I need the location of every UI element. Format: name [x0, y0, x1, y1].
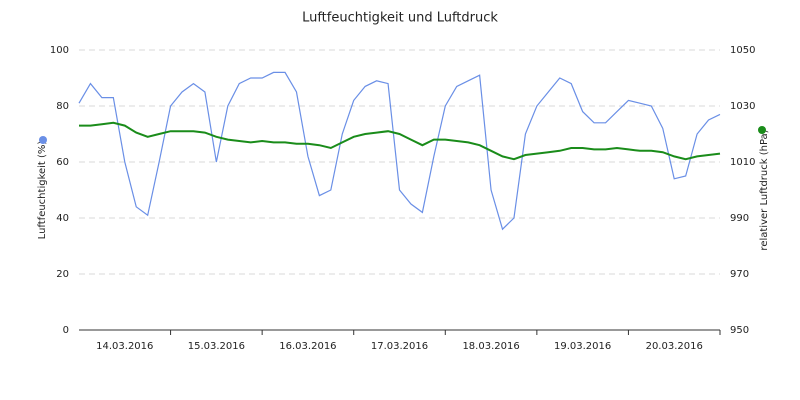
x-tick-label: 16.03.2016 — [279, 341, 336, 352]
y-tick-label: 0 — [63, 325, 69, 336]
series-line — [78, 71, 721, 231]
x-tick-label: 18.03.2016 — [462, 341, 519, 352]
y2-tick-label: 1010 — [730, 157, 755, 168]
y2-tick-label: 970 — [730, 269, 749, 280]
y-tick-label: 80 — [56, 101, 69, 112]
x-tick-label: 20.03.2016 — [646, 341, 703, 352]
x-tick-label: 19.03.2016 — [554, 341, 611, 352]
y2-tick-label: 1030 — [730, 101, 755, 112]
y-axis-label: Luftfeuchtigkeit (%) — [37, 141, 48, 240]
y2-tick-label: 1050 — [730, 45, 755, 56]
y-tick-label: 100 — [50, 45, 69, 56]
legend-marker — [39, 136, 47, 144]
x-tick-label: 15.03.2016 — [188, 341, 245, 352]
y-tick-label: 20 — [56, 269, 69, 280]
y2-tick-label: 950 — [730, 325, 749, 336]
chart-title: Luftfeuchtigkeit und Luftdruck — [302, 11, 498, 26]
x-tick-label: 17.03.2016 — [371, 341, 428, 352]
x-tick-label: 14.03.2016 — [96, 341, 153, 352]
y-tick-label: 40 — [56, 213, 69, 224]
y2-tick-label: 990 — [730, 213, 749, 224]
y-tick-label: 60 — [56, 157, 69, 168]
series-line — [79, 121, 721, 161]
legend-marker — [758, 126, 766, 134]
y2-axis-label: relativer Luftdruck (hPa) — [759, 129, 770, 250]
